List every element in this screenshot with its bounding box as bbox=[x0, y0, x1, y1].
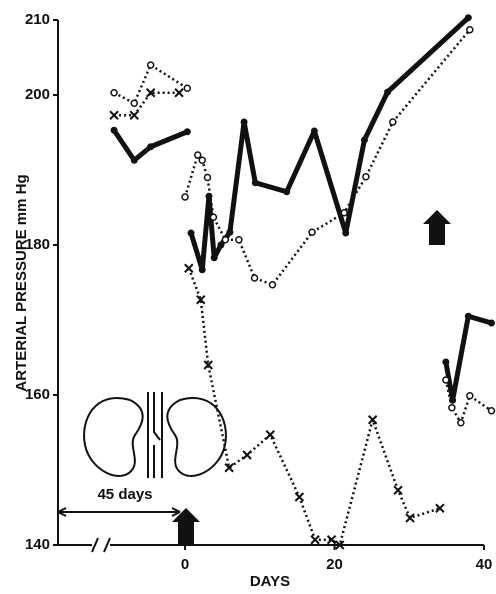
point bbox=[148, 62, 154, 68]
point bbox=[394, 486, 402, 494]
point bbox=[241, 119, 248, 126]
point bbox=[131, 157, 138, 164]
point bbox=[199, 266, 206, 273]
y-tick-label: 200 bbox=[25, 86, 50, 103]
point bbox=[252, 179, 259, 186]
point bbox=[199, 157, 205, 163]
point bbox=[341, 210, 347, 216]
point bbox=[465, 313, 472, 320]
point bbox=[236, 237, 242, 243]
point bbox=[185, 264, 193, 272]
point bbox=[361, 137, 368, 144]
y-tick-label: 180 bbox=[25, 236, 50, 253]
point bbox=[342, 230, 349, 237]
series-line bbox=[114, 18, 491, 401]
point bbox=[384, 89, 391, 96]
x-tick-label: 0 bbox=[181, 556, 189, 573]
x-axis-label: DAYS bbox=[250, 573, 290, 590]
point bbox=[111, 127, 118, 134]
point bbox=[369, 416, 377, 424]
arrow-icon bbox=[423, 210, 451, 245]
point bbox=[226, 229, 233, 236]
y-tick-label: 160 bbox=[25, 386, 50, 403]
point bbox=[110, 111, 118, 119]
point bbox=[458, 420, 464, 426]
point bbox=[131, 100, 137, 106]
point bbox=[283, 188, 290, 195]
y-axis-label: ARTERIAL PRESSURE mm Hg bbox=[13, 174, 30, 391]
point bbox=[488, 408, 494, 414]
point bbox=[488, 320, 495, 327]
y-tick-label: 140 bbox=[25, 536, 50, 553]
point bbox=[442, 359, 449, 366]
point bbox=[363, 174, 369, 180]
point bbox=[184, 128, 191, 135]
point bbox=[243, 451, 251, 459]
point bbox=[111, 90, 117, 96]
annotation: 45 days bbox=[97, 486, 152, 503]
point bbox=[130, 111, 138, 119]
point bbox=[390, 119, 396, 125]
point bbox=[467, 393, 473, 399]
point bbox=[295, 493, 303, 501]
point bbox=[406, 514, 414, 522]
point bbox=[443, 377, 449, 383]
point bbox=[222, 237, 228, 243]
point bbox=[266, 431, 274, 439]
kidney-icon bbox=[84, 392, 226, 478]
point bbox=[188, 230, 195, 237]
point bbox=[269, 282, 275, 288]
point bbox=[328, 536, 336, 544]
point bbox=[147, 143, 154, 150]
y-tick-label: 210 bbox=[25, 11, 50, 28]
point bbox=[467, 27, 473, 33]
point bbox=[465, 14, 472, 21]
point bbox=[182, 194, 188, 200]
point bbox=[210, 214, 216, 220]
point bbox=[204, 175, 210, 181]
chart: ARTERIAL PRESSURE mm Hg DAYS 45 days 140… bbox=[0, 0, 496, 594]
point bbox=[311, 128, 318, 135]
x-tick-label: 40 bbox=[476, 556, 493, 573]
point bbox=[211, 254, 218, 261]
point bbox=[449, 405, 455, 411]
x-tick-label: 20 bbox=[326, 556, 343, 573]
point bbox=[195, 152, 201, 158]
point bbox=[311, 536, 319, 544]
point bbox=[252, 275, 258, 281]
point bbox=[175, 89, 183, 97]
point bbox=[309, 229, 315, 235]
point bbox=[184, 85, 190, 91]
